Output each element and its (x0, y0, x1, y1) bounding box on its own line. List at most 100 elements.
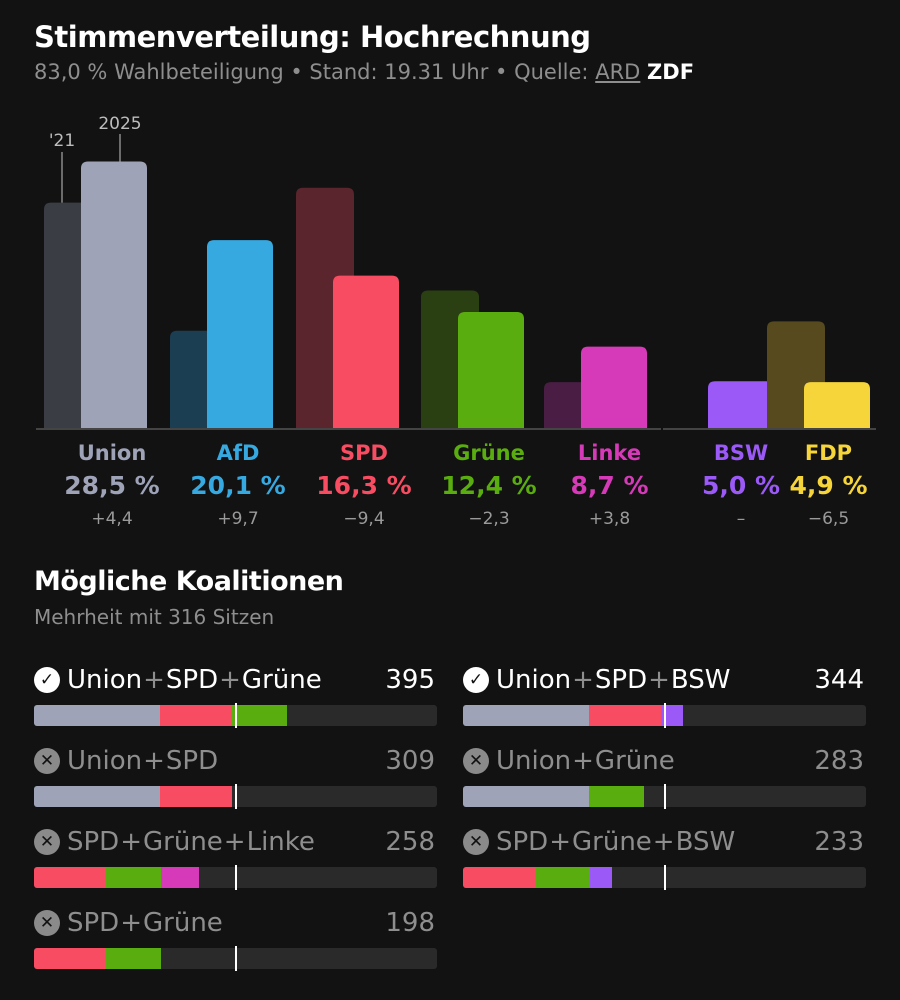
no-majority-x-icon: ✕ (463, 829, 489, 855)
plus-sign: + (223, 827, 246, 857)
party-value: 8,7 % (570, 471, 648, 500)
page-title: Stimmenverteilung: Hochrechnung (34, 20, 591, 54)
seat-segment-spd (34, 948, 107, 969)
subtitle-text: 83,0 % Wahlbeteiligung • Stand: 19.31 Uh… (34, 60, 589, 84)
bar-2025-bsw (708, 381, 774, 428)
majority-check-icon: ✓ (463, 667, 489, 693)
coalition-label: Union+SPD+Grüne (67, 665, 322, 695)
plus-sign: + (652, 827, 675, 857)
seat-segment-spd (589, 705, 662, 726)
party-value: 28,5 % (64, 471, 159, 500)
plus-sign: + (648, 665, 670, 695)
party-value: 5,0 % (702, 471, 780, 500)
plus-sign: + (219, 665, 241, 695)
no-majority-x-icon: ✕ (34, 748, 60, 774)
bar-2025-spd (333, 275, 399, 428)
party-label: SPD (340, 441, 388, 465)
coalition-label: Union+SPD+BSW (496, 665, 731, 695)
party-label: BSW (714, 441, 768, 465)
coalition-seat-bar (34, 867, 437, 888)
coalition-header: ✕ SPD+Grüne+BSW 233 (463, 825, 866, 859)
plus-sign: + (120, 827, 142, 857)
coalition-item: ✕ SPD+Grüne+Linke 258 (34, 825, 437, 890)
party-label: Grüne (453, 441, 525, 465)
party-diff: −2,3 (468, 509, 509, 529)
seat-segment-union (34, 705, 161, 726)
party-group-grüne: Grüne 12,4 % −2,3 (421, 290, 537, 529)
party-diff: +4,4 (91, 509, 132, 529)
party-group-union: Union 28,5 % +4,4 '21 2025 (44, 114, 160, 529)
majority-marker (235, 865, 238, 890)
coalition-seats: 395 (385, 665, 435, 695)
coalition-party-name: Union (67, 665, 143, 695)
coalition-party-name: SPD (165, 665, 219, 695)
party-diff: −6,5 (808, 509, 849, 529)
majority-check-icon: ✓ (34, 667, 60, 693)
coalition-item: ✕ Union+SPD 309 (34, 744, 437, 809)
party-group-linke: Linke 8,7 % +3,8 (544, 346, 649, 529)
coalition-party-name: SPD (496, 827, 549, 857)
year-label-2025: 2025 (98, 114, 141, 134)
majority-marker (664, 703, 667, 728)
coalition-seats: 344 (814, 665, 864, 695)
coalition-seats: 198 (385, 908, 435, 938)
bar-2025-afd (207, 240, 273, 428)
plus-sign: + (572, 665, 594, 695)
baseline-segment (36, 428, 166, 430)
plus-sign: + (143, 746, 165, 776)
baseline-segment (162, 428, 292, 430)
coalition-party-name: Grüne (143, 827, 223, 857)
party-diff: – (737, 509, 746, 529)
majority-marker (235, 784, 238, 809)
seat-segment-grüne (589, 786, 645, 807)
party-diff: +9,7 (217, 509, 258, 529)
baseline-segment (288, 428, 418, 430)
year-label-2021: '21 (49, 131, 75, 151)
coalition-label: SPD+Grüne+Linke (67, 827, 315, 857)
vote-share-bar-chart: Union 28,5 % +4,4 '21 2025 AfD 20,1 % +9,7 SPD 16… (36, 114, 876, 529)
coalition-header: ✕ Union+SPD 309 (34, 744, 437, 778)
seat-segment-union (463, 786, 590, 807)
bar-2025-union (81, 161, 147, 428)
coalition-header: ✕ SPD+Grüne 198 (34, 906, 437, 940)
seat-segment-union (463, 705, 590, 726)
party-diff: +3,8 (589, 509, 630, 529)
baseline-segment (663, 428, 773, 430)
baseline-segment (759, 428, 876, 430)
coalition-label: Union+Grüne (496, 746, 675, 776)
coalition-party-name: Grüne (572, 827, 652, 857)
plus-sign: + (572, 746, 594, 776)
coalition-item: ✕ Union+Grüne 283 (463, 744, 866, 809)
coalition-label: SPD+Grüne+BSW (496, 827, 735, 857)
coalition-item: ✓ Union+SPD+Grüne 395 (34, 663, 437, 728)
coalition-header: ✕ SPD+Grüne+Linke 258 (34, 825, 437, 859)
plus-sign: + (143, 665, 165, 695)
source-zdf-logo: ZDF (647, 60, 695, 84)
party-group-bsw: BSW 5,0 % – (702, 381, 780, 529)
coalition-party-name: Grüne (143, 908, 223, 938)
party-group-spd: SPD 16,3 % −9,4 (296, 187, 412, 529)
coalition-party-name: BSW (670, 665, 731, 695)
coalition-party-name: Union (496, 746, 572, 776)
coalition-party-name: SPD (594, 665, 648, 695)
majority-marker (235, 703, 238, 728)
party-value: 12,4 % (441, 471, 536, 500)
party-value: 16,3 % (316, 471, 411, 500)
coalition-header: ✓ Union+SPD+BSW 344 (463, 663, 866, 697)
baseline-segment (536, 428, 661, 430)
bar-2025-fdp (804, 382, 870, 428)
seat-segment-bsw (590, 867, 613, 888)
seat-segment-grüne (106, 867, 161, 888)
seat-segment-grüne (232, 705, 287, 726)
coalition-party-name: SPD (67, 908, 120, 938)
party-group-fdp: FDP 4,9 % −6,5 (767, 321, 870, 529)
party-label: FDP (805, 441, 852, 465)
source-ard-link[interactable]: ARD (595, 60, 641, 84)
majority-marker (664, 865, 667, 890)
coalitions-subtitle: Mehrheit mit 316 Sitzen (34, 605, 275, 629)
coalition-header: ✓ Union+SPD+Grüne 395 (34, 663, 437, 697)
no-majority-x-icon: ✕ (463, 748, 489, 774)
no-majority-x-icon: ✕ (34, 829, 60, 855)
party-group-afd: AfD 20,1 % +9,7 (170, 240, 286, 529)
coalition-label: Union+SPD (67, 746, 218, 776)
